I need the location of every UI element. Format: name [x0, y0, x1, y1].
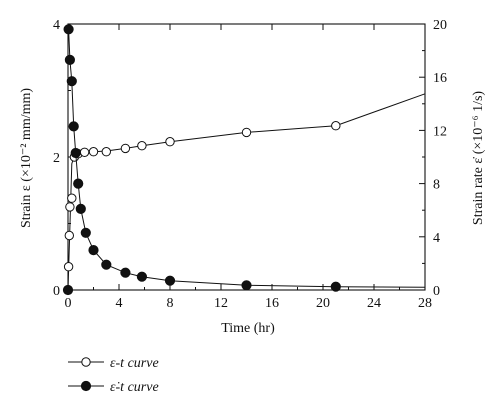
- x-tick-label: 12: [214, 296, 228, 311]
- series-strain-rate: [62, 24, 426, 296]
- x-tick-label: 16: [265, 296, 279, 311]
- strain-data-point: [65, 202, 75, 212]
- legend-label-strain: ε-t curve: [110, 356, 159, 371]
- right-y-tick-label: 20: [433, 18, 447, 33]
- strain-data-point: [88, 147, 99, 157]
- strain-data-point: [101, 147, 112, 157]
- strain-rate-line: [68, 28, 426, 288]
- legend-item-strain: ε-t curve: [68, 356, 159, 371]
- strain-data-point: [120, 143, 131, 154]
- plot-area-border: [67, 23, 426, 291]
- strain-rate-data-point: [101, 259, 112, 270]
- series-layer: [62, 24, 426, 296]
- strain-rate-data-point: [164, 275, 176, 286]
- left-y-tick-label: 4: [53, 18, 60, 33]
- strain-data-point: [165, 137, 175, 147]
- strain-rate-data-point: [66, 76, 77, 87]
- strain-rate-data-point: [80, 227, 91, 238]
- strain-rate-data-point: [88, 245, 99, 256]
- right-y-axis-ticks: 0 4 8 12 16 20: [419, 18, 447, 299]
- plot-frame: [67, 23, 426, 291]
- strain-data-point: [79, 147, 90, 158]
- strain-rate-data-point: [73, 178, 84, 189]
- x-tick-label: 4: [116, 296, 123, 311]
- x-tick-label: 28: [418, 296, 432, 311]
- legend-item-strain-rate: ε̇-t curve: [68, 380, 159, 395]
- right-y-tick-label: 16: [433, 71, 447, 86]
- right-y-tick-label: 12: [433, 124, 447, 139]
- strain-rate-data-point: [75, 203, 86, 214]
- legend-marker-filled-circle: [80, 380, 92, 392]
- right-y-tick-label: 0: [433, 284, 440, 299]
- x-tick-label: 20: [316, 296, 330, 311]
- strain-rate-data-point: [68, 121, 79, 132]
- legend-label-strain-rate: ε̇-t curve: [110, 380, 159, 395]
- legend-marker-open-circle: [81, 357, 91, 367]
- left-y-tick-label: 0: [53, 284, 60, 299]
- x-tick-label: 24: [367, 296, 381, 311]
- x-tick-label: 0: [65, 296, 72, 311]
- right-y-tick-label: 8: [433, 178, 440, 193]
- strain-rate-data-point: [136, 271, 147, 282]
- strain-data-point: [64, 230, 75, 241]
- strain-rate-data-point: [330, 281, 341, 292]
- strain-rate-data-point: [70, 147, 81, 159]
- strain-rate-data-point: [62, 284, 74, 296]
- series-strain: [63, 93, 426, 291]
- strain-rate-data-point: [120, 267, 131, 278]
- strain-rate-data-point: [64, 54, 76, 66]
- right-y-axis-title: Strain rate ε̇ (×10⁻⁶ 1/s): [471, 91, 486, 225]
- strain-rate-data-point: [241, 280, 252, 291]
- strain-data-point: [331, 121, 341, 131]
- strain-rate-data-point: [63, 24, 74, 35]
- x-axis-ticks: 0 4 8 12 16 20 24 28: [65, 24, 432, 311]
- strain-data-point: [241, 127, 252, 138]
- legend: ε-t curve ε̇-t curve: [68, 356, 159, 395]
- left-y-tick-label: 2: [53, 151, 60, 166]
- strain-line: [67, 93, 426, 291]
- strain-data-point: [137, 141, 147, 151]
- x-tick-label: 8: [167, 296, 174, 311]
- right-y-tick-label: 4: [433, 231, 440, 246]
- x-axis-title: Time (hr): [221, 321, 275, 336]
- strain-data-point: [67, 193, 77, 203]
- left-y-axis-title: Strain ε (×10⁻² mm/mm): [19, 88, 34, 228]
- strain-data-point: [63, 262, 74, 272]
